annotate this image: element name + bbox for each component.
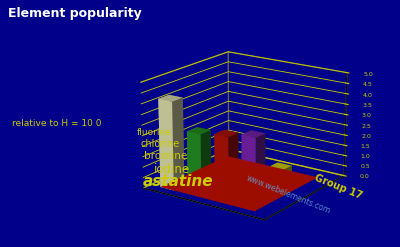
Text: chlorine: chlorine <box>140 139 180 149</box>
Text: relative to H = 10 0: relative to H = 10 0 <box>12 119 102 128</box>
Text: bromine: bromine <box>144 151 188 161</box>
Text: Group 17: Group 17 <box>313 173 363 201</box>
Text: www.webelements.com: www.webelements.com <box>244 174 332 216</box>
Text: fluorine: fluorine <box>136 128 172 137</box>
Text: Element popularity: Element popularity <box>8 7 142 21</box>
Text: iodine: iodine <box>154 163 190 176</box>
Text: astatine: astatine <box>143 174 213 189</box>
